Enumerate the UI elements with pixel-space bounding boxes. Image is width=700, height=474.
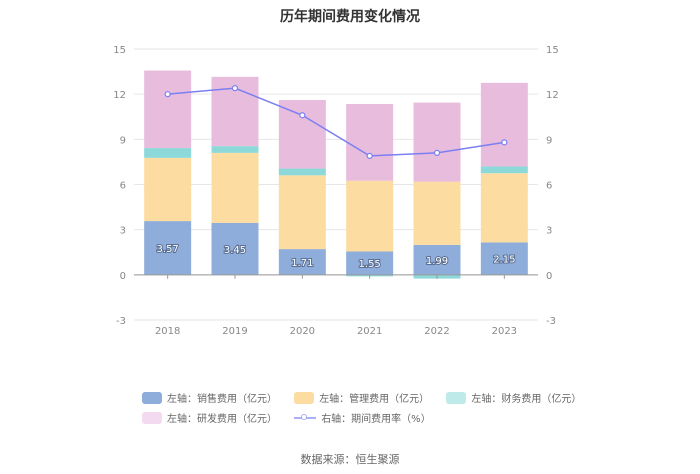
left-tick-label: 9 bbox=[120, 135, 126, 146]
right-tick-label: -3 bbox=[546, 316, 556, 327]
legend-label-sales: 左轴：销售费用（亿元） bbox=[167, 394, 277, 405]
bar-1-2020 bbox=[278, 175, 326, 250]
legend-item-finance[interactable]: 左轴：财务费用（亿元） bbox=[446, 390, 581, 405]
rate-point bbox=[366, 152, 373, 159]
legend-swatch-rd bbox=[142, 411, 162, 424]
legend-item-admin[interactable]: 左轴：管理费用（亿元） bbox=[294, 390, 429, 405]
bar-0-2022 bbox=[413, 244, 461, 275]
legend-item-rd[interactable]: 左轴：研发费用（亿元） bbox=[142, 410, 277, 425]
bar-3-2021 bbox=[346, 103, 394, 181]
x-tick-label: 2018 bbox=[155, 326, 180, 337]
right-tick-label: 6 bbox=[546, 181, 552, 192]
bar-1-2022 bbox=[413, 181, 461, 245]
grid bbox=[134, 48, 538, 321]
rate-line bbox=[164, 85, 508, 159]
right-tick-label: 0 bbox=[546, 271, 552, 282]
chart-title: 历年期间费用变化情况 bbox=[280, 9, 420, 25]
bar-3-2020 bbox=[278, 100, 326, 169]
bar-1-2018 bbox=[144, 157, 192, 222]
right-tick-label: 12 bbox=[546, 90, 559, 101]
bar-0-2018 bbox=[144, 221, 192, 275]
left-tick-label: 0 bbox=[120, 271, 126, 282]
bar-0-2023 bbox=[480, 242, 528, 275]
x-tick-label: 2021 bbox=[357, 326, 382, 337]
source-note: 数据来源：恒生聚源 bbox=[300, 453, 400, 466]
x-tick-label: 2023 bbox=[492, 326, 517, 337]
left-tick-label: 3 bbox=[120, 226, 126, 237]
bar-3-2022 bbox=[413, 102, 461, 182]
axes: 15 15 12 12 9 9 6 6 3 3 0 0 -3 -3 2018 2019 2020 2021 2022… bbox=[113, 45, 558, 337]
x-tick-label: 2022 bbox=[424, 326, 449, 337]
rate-polyline bbox=[167, 87, 505, 157]
bar-1-2019 bbox=[211, 152, 259, 223]
right-tick-label: 9 bbox=[546, 135, 552, 146]
bar-1-2023 bbox=[480, 173, 528, 243]
bar-2-2020 bbox=[278, 168, 326, 176]
bar-0-2019 bbox=[211, 222, 259, 275]
legend-label-rate: 右轴：期间费用率（%） bbox=[321, 414, 431, 425]
legend-swatch-rate bbox=[294, 412, 317, 424]
left-tick-label: 15 bbox=[113, 45, 126, 56]
bar-2-2018 bbox=[144, 148, 192, 158]
data-labels: 3.57 3.45 1.71 1.55 1.99 2.15 bbox=[156, 243, 517, 271]
bars bbox=[144, 70, 528, 279]
x-tick-label: 2019 bbox=[222, 326, 247, 337]
bar-0-2021 bbox=[346, 251, 394, 275]
legend-item-sales[interactable]: 左轴：销售费用（亿元） bbox=[142, 390, 277, 405]
data-label-sales: 2.15 bbox=[493, 255, 515, 266]
data-label-sales: 1.99 bbox=[426, 256, 448, 267]
rate-point bbox=[164, 91, 171, 98]
data-label-sales: 1.55 bbox=[359, 259, 381, 270]
rate-point bbox=[433, 149, 441, 156]
rate-point bbox=[299, 112, 306, 119]
data-label-sales: 3.57 bbox=[157, 244, 179, 255]
bar-2-2019 bbox=[211, 146, 259, 153]
left-tick-label: -3 bbox=[116, 316, 126, 327]
legend-label-finance: 左轴：财务费用（亿元） bbox=[471, 394, 582, 405]
data-label-sales: 1.71 bbox=[291, 258, 313, 269]
right-tick-label: 3 bbox=[546, 226, 552, 237]
bar-3-2023 bbox=[480, 82, 528, 167]
bar-3-2018 bbox=[144, 70, 192, 149]
legend-swatch-admin bbox=[294, 391, 315, 404]
legend-label-admin: 左轴：管理费用（亿元） bbox=[319, 394, 430, 405]
left-tick-label: 6 bbox=[120, 181, 126, 192]
legend-label-rd: 左轴：研发费用（亿元） bbox=[167, 414, 277, 425]
bar-2-2023 bbox=[480, 166, 528, 174]
data-label-sales: 3.45 bbox=[224, 245, 246, 256]
left-tick-label: 12 bbox=[113, 90, 126, 101]
rate-point bbox=[501, 139, 508, 146]
x-tick-label: 2020 bbox=[290, 326, 315, 337]
legend-swatch-finance bbox=[446, 391, 467, 404]
legend-item-rate[interactable]: 右轴：期间费用率（%） bbox=[294, 410, 431, 425]
right-tick-label: 15 bbox=[546, 45, 559, 56]
bar-0-2020 bbox=[278, 249, 326, 275]
legend-swatch-sales bbox=[142, 391, 162, 404]
bar-1-2021 bbox=[346, 180, 394, 252]
rate-point bbox=[231, 85, 239, 92]
